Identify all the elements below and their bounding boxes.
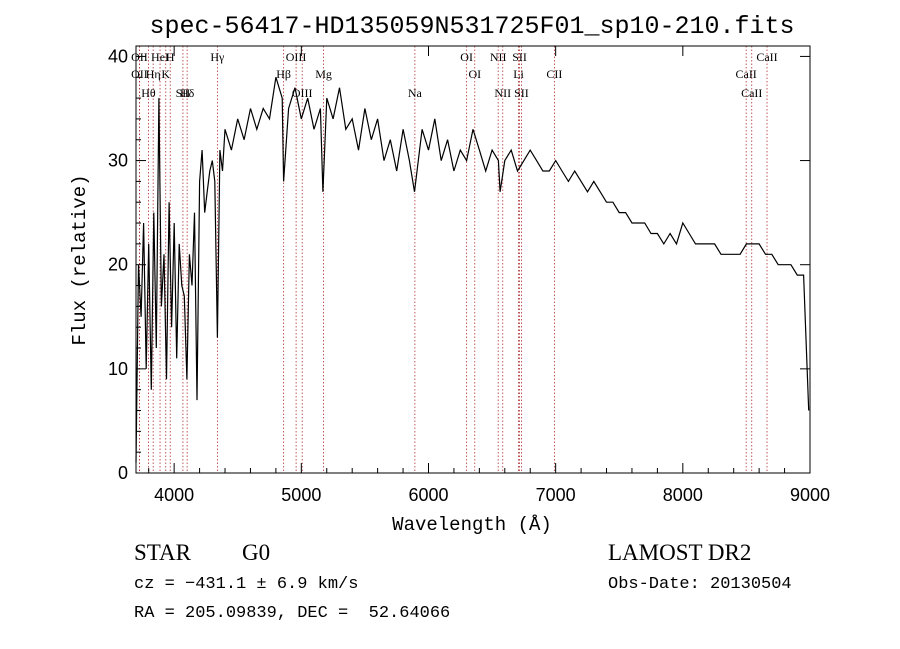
line-label: OII <box>131 50 148 64</box>
chart-title: spec-56417-HD135059N531725F01_sp10-210.f… <box>149 12 794 41</box>
x-tick-label: 8000 <box>663 485 703 505</box>
line-label: HeI <box>151 50 169 64</box>
line-label: CaII <box>735 67 756 81</box>
spectral-line-labels: OIIOIIHθHeIHηSIIHKHδHγHβOIIIOIIIMgNaOIOI… <box>131 50 778 100</box>
coordinates-readout: RA = 205.09839, DEC = 52.64066 <box>134 604 451 623</box>
y-tick-label: 40 <box>108 46 128 66</box>
line-label: SII <box>512 50 527 64</box>
line-label: Li <box>513 67 524 81</box>
line-label: K <box>161 67 170 81</box>
x-tick-label: 5000 <box>281 485 321 505</box>
plot-frame <box>135 45 811 474</box>
line-label: SII <box>176 86 191 100</box>
line-label: CaII <box>756 50 777 64</box>
spectral-line-markers <box>139 46 768 473</box>
y-axis: 0 10 20 30 40 <box>108 46 810 483</box>
y-axis-label: Flux (relative) <box>69 174 91 345</box>
x-axis: 4000 5000 6000 7000 8000 9000 <box>148 46 830 505</box>
survey-name: LAMOST DR2 <box>608 540 752 565</box>
line-label: OIII <box>286 50 307 64</box>
y-tick-label: 20 <box>108 255 128 275</box>
x-tick-label: 4000 <box>154 485 194 505</box>
line-label: Hβ <box>276 67 291 81</box>
line-label: Hδ <box>180 86 195 100</box>
line-label: Na <box>408 86 423 100</box>
object-type: STAR <box>134 540 191 565</box>
x-axis-label: Wavelength (Å) <box>392 514 552 536</box>
spectral-subclass: G0 <box>242 540 271 565</box>
line-label: OI <box>468 67 481 81</box>
line-label: Hγ <box>210 50 225 64</box>
line-label: NII <box>490 50 507 64</box>
observation-date: Obs-Date: 20130504 <box>608 575 792 594</box>
line-label: OII <box>131 67 148 81</box>
y-tick-label: 0 <box>118 463 128 483</box>
redshift-readout: cz = −431.1 ± 6.9 km/s <box>134 575 359 594</box>
line-label: Mg <box>315 67 332 81</box>
y-tick-label: 10 <box>108 359 128 379</box>
x-tick-label: 6000 <box>408 485 448 505</box>
y-tick-label: 30 <box>108 151 128 171</box>
line-label: SII <box>514 86 529 100</box>
line-label: NII <box>494 86 511 100</box>
spectrum-line <box>135 77 810 463</box>
line-label: H <box>166 50 175 64</box>
line-label: CII <box>546 67 562 81</box>
x-tick-label: 9000 <box>790 485 830 505</box>
x-tick-label: 7000 <box>536 485 576 505</box>
line-label: Hη <box>146 67 161 81</box>
line-label: Hθ <box>141 86 156 100</box>
line-label: CaII <box>741 86 762 100</box>
line-label: OI <box>460 50 473 64</box>
